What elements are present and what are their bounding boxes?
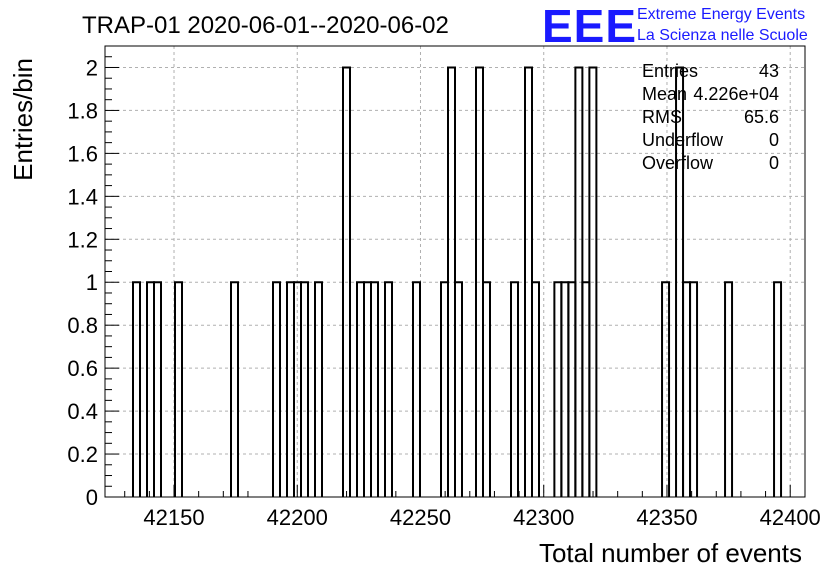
- x-tick-label: 42400: [760, 505, 821, 530]
- histogram-bin: [482, 281, 491, 497]
- histogram-bin: [370, 281, 379, 497]
- histogram-bin: [314, 281, 323, 497]
- stats-box: Entries 43 Mean 4.226e+04 RMS 65.6 Underflow 0 O…: [642, 61, 779, 173]
- histogram-bin: [454, 281, 463, 497]
- stats-value: 0: [769, 130, 779, 150]
- stats-label: Overflow: [642, 153, 714, 173]
- histogram-bin: [510, 281, 519, 497]
- histogram-bin: [363, 281, 372, 497]
- histogram-bin: [560, 281, 570, 497]
- x-tick-label: 42300: [513, 505, 574, 530]
- y-tick-label: 0: [86, 485, 98, 510]
- stats-value: 4.226e+04: [693, 84, 779, 104]
- histogram-bin: [174, 281, 183, 497]
- histogram-bin: [132, 281, 141, 497]
- histogram-bin: [567, 281, 577, 497]
- stats-value: 65.6: [744, 107, 779, 127]
- y-axis-title: Entries/bin: [8, 58, 38, 181]
- stats-value: 43: [759, 61, 779, 81]
- histogram-bin: [724, 281, 734, 497]
- y-tick-label: 1.2: [67, 227, 98, 252]
- stats-label: Mean: [642, 84, 687, 104]
- histogram-bin: [384, 281, 393, 497]
- chart-title: TRAP-01 2020-06-01--2020-06-02: [82, 12, 449, 39]
- y-tick-label: 1.6: [67, 141, 98, 166]
- histogram-bin: [588, 66, 598, 497]
- x-tick-label: 42200: [267, 505, 328, 530]
- logo-mark: EEE: [542, 0, 637, 52]
- y-tick-label: 0.8: [67, 313, 98, 338]
- histogram-bin: [342, 66, 351, 497]
- y-tick-label: 1.8: [67, 98, 98, 123]
- histogram-bin: [272, 281, 281, 497]
- histogram-bin: [230, 281, 239, 497]
- y-tick-label: 1: [86, 270, 98, 295]
- histogram-bin: [531, 281, 540, 497]
- histogram-bin: [146, 281, 155, 497]
- stats-label: Entries: [642, 61, 698, 81]
- histogram-bin: [581, 281, 591, 497]
- histogram-bin: [153, 281, 162, 497]
- logo-line-1: Extreme Energy Events: [637, 6, 805, 23]
- y-tick-label: 0.2: [67, 442, 98, 467]
- histogram-bin: [553, 281, 563, 497]
- x-axis-title: Total number of events: [539, 538, 802, 568]
- histogram-bin: [286, 281, 295, 497]
- histogram-bars: [132, 66, 783, 497]
- histogram-bin: [412, 281, 421, 497]
- stats-label: Underflow: [642, 130, 724, 150]
- y-tick-label: 0.6: [67, 356, 98, 381]
- stats-label: RMS: [642, 107, 682, 127]
- y-tick-label: 1.4: [67, 184, 98, 209]
- y-tick-label: 2: [86, 55, 98, 80]
- histogram-bin: [682, 281, 692, 497]
- y-tick-label: 0.4: [67, 399, 98, 424]
- logo-line-2: La Scienza nelle Scuole: [637, 27, 808, 44]
- histogram-bin: [356, 281, 365, 497]
- x-tick-label: 42350: [636, 505, 697, 530]
- x-axis-ticks: 42150 42200 42250 42300 42350 42400: [124, 485, 821, 530]
- stats-value: 0: [769, 153, 779, 173]
- x-tick-label: 42150: [143, 505, 204, 530]
- histogram-bin: [300, 281, 309, 497]
- eee-logo: EEE Extreme Energy Events La Scienza nel…: [542, 0, 808, 52]
- x-tick-label: 42250: [390, 505, 451, 530]
- y-axis-ticks: 0 0.2 0.4 0.6 0.8 1 1.2 1.4 1.6 1.8 2: [67, 45, 119, 510]
- histogram-bin: [689, 281, 699, 497]
- histogram-bin: [661, 281, 671, 497]
- histogram-bin: [773, 281, 783, 497]
- histogram-bin: [440, 281, 449, 497]
